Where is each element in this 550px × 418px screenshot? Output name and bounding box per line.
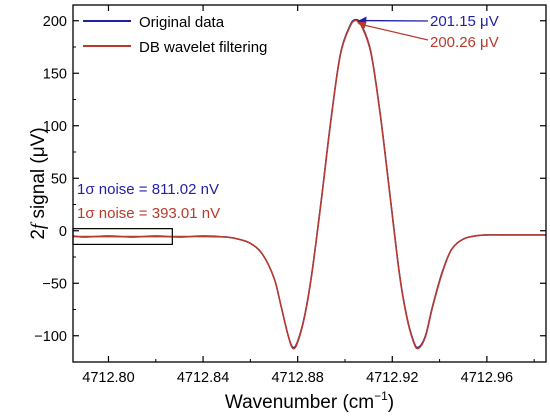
y-axis-label-rest: signal (μV)	[28, 127, 49, 223]
y-tick-label: −100	[34, 329, 67, 345]
series-line-filtered	[72, 19, 546, 350]
y-axis-label: 2f signal (μV)	[28, 127, 49, 239]
y-axis-ticks: −100 −50 0 50 100 150 200	[34, 14, 546, 345]
peak-filtered-label: 200.26 μV	[430, 34, 499, 51]
legend: Original data DB wavelet filtering	[83, 14, 267, 56]
axes-frame	[72, 4, 547, 363]
peak-original-label: 201.15 μV	[430, 13, 499, 30]
x-axis-ticks: 4712.80 4712.84 4712.88 4712.92 4712.96	[82, 5, 535, 386]
axes	[72, 4, 547, 363]
y-tick-label: 150	[43, 66, 67, 82]
y-axis-label-prefix: 2	[28, 229, 49, 240]
x-tick-label: 4712.84	[177, 370, 229, 386]
y-tick-label: 0	[59, 224, 67, 240]
x-axis-label-end: )	[388, 392, 394, 413]
annotations: 201.15 μV 200.26 μV 1σ noise = 811.02 nV…	[77, 13, 499, 222]
x-axis-label: Wavenumber (cm−1)	[225, 389, 394, 413]
legend-label-filtered: DB wavelet filtering	[139, 39, 267, 56]
peak-filtered-arrow	[361, 23, 429, 41]
legend-label-original: Original data	[139, 14, 225, 31]
x-tick-label: 4712.96	[461, 370, 513, 386]
peak-filtered-arrowhead	[356, 21, 367, 29]
noise-original-label: 1σ noise = 811.02 nV	[77, 181, 219, 198]
series-layer	[72, 18, 546, 350]
y-tick-label: 50	[51, 171, 67, 187]
x-axis-label-sup: −1	[374, 389, 388, 403]
noise-filtered-label: 1σ noise = 393.01 nV	[77, 205, 220, 222]
x-tick-label: 4712.88	[271, 370, 323, 386]
y-tick-label: −50	[42, 276, 67, 292]
x-tick-label: 4712.92	[366, 370, 418, 386]
x-axis-label-main: Wavenumber (cm	[225, 392, 374, 413]
y-axis-label-italic: f	[28, 221, 49, 229]
y-tick-label: 100	[43, 119, 67, 135]
x-tick-label: 4712.80	[82, 370, 134, 386]
y-tick-label: 200	[43, 14, 67, 30]
